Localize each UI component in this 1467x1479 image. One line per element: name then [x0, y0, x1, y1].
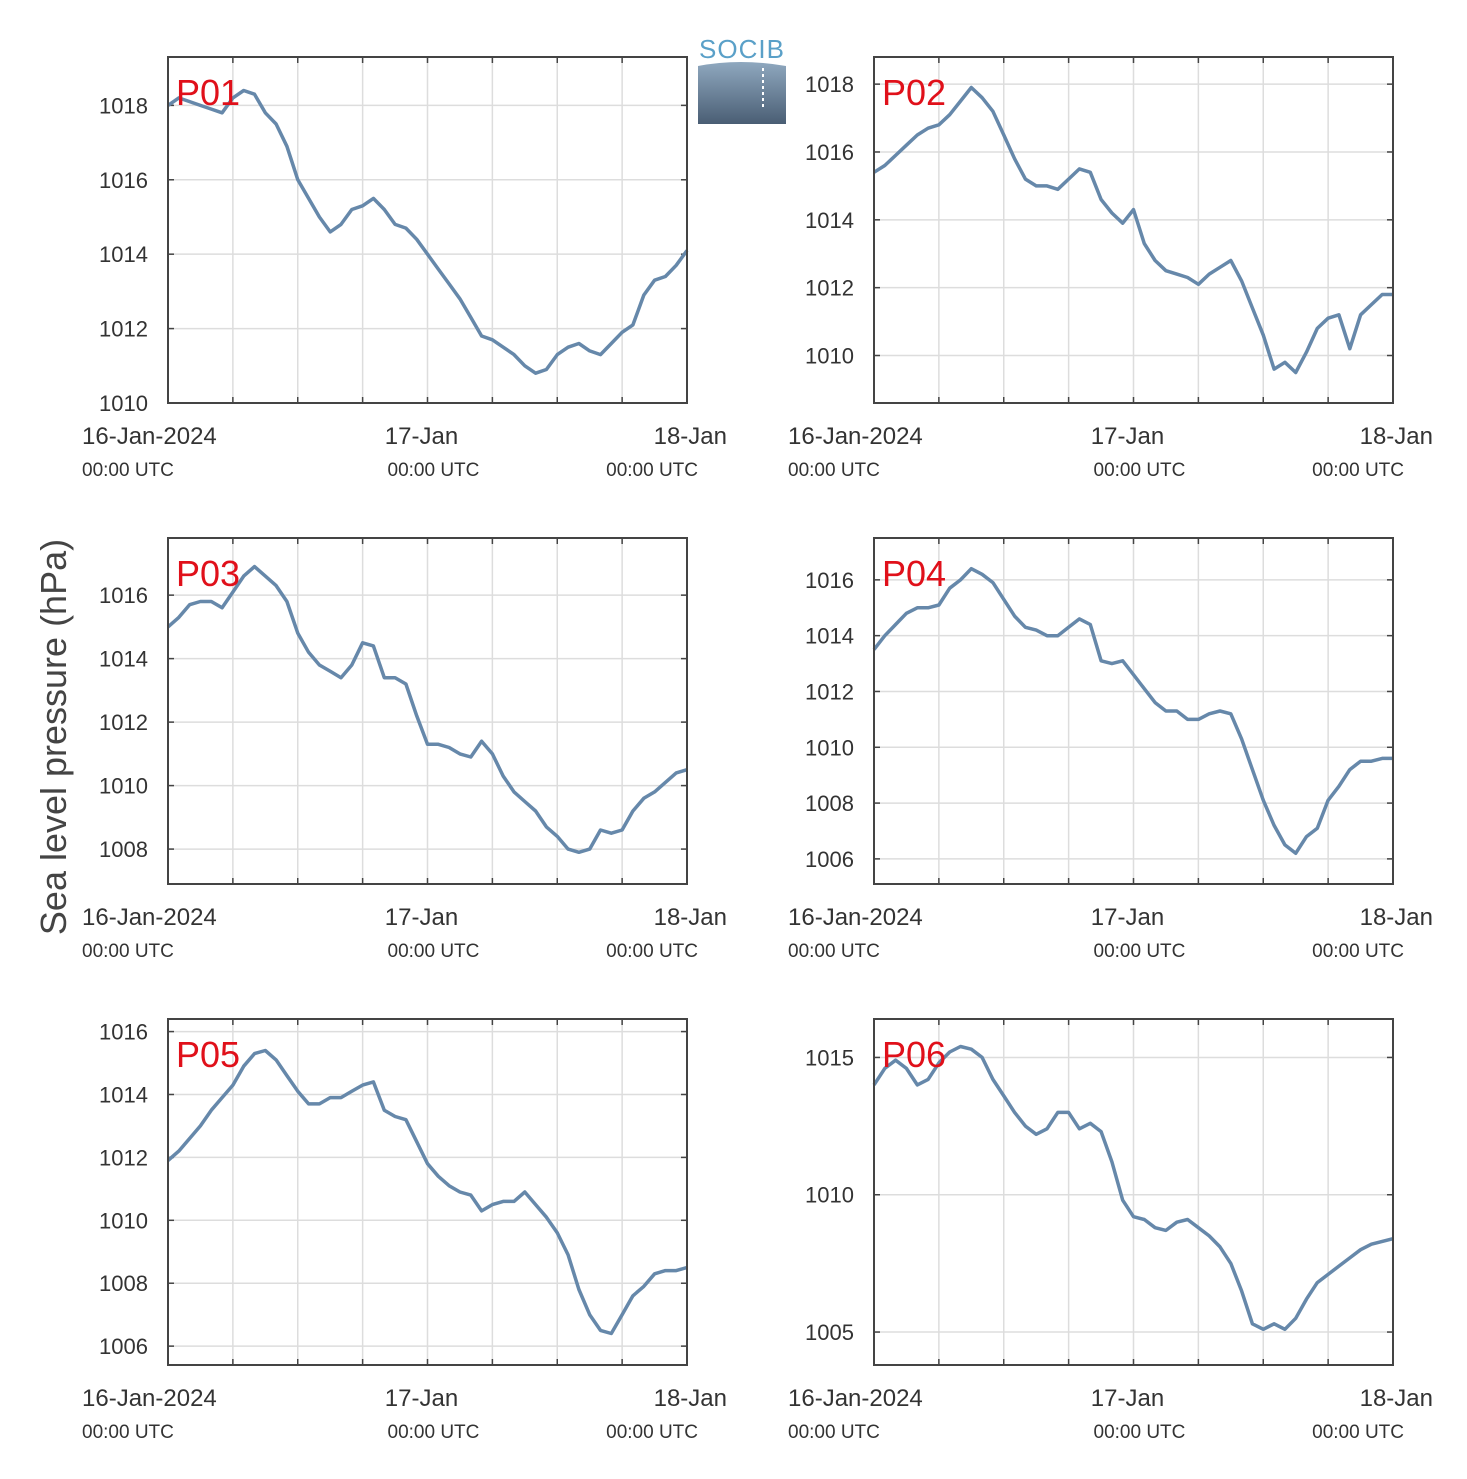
x-tick-date-label: 17-Jan	[1091, 423, 1164, 450]
x-tick-time-label: 00:00 UTC	[82, 1422, 174, 1443]
y-tick-label: 1015	[805, 1045, 854, 1070]
y-tick-label: 1005	[805, 1320, 854, 1345]
x-tick-date-label: 17-Jan	[385, 904, 458, 931]
socib-logo: SOCIB	[698, 34, 786, 124]
panel-p01: 1010 1012 1014 1016 1018 P01 16-Jan-2024 00:00 …	[82, 56, 727, 481]
x-tick-time-label: 00:00 UTC	[1312, 460, 1404, 481]
panel-p06: 1005 1010 1015 P06 16-Jan-2024 00:00 UTC 17-Ja…	[788, 1018, 1433, 1443]
x-tick-date-label: 18-Jan	[1360, 423, 1433, 450]
series-line-p03	[166, 564, 688, 855]
x-tick-time-label: 00:00 UTC	[788, 460, 880, 481]
y-tick-label: 1018	[805, 72, 854, 97]
y-tick-label: 1016	[99, 583, 148, 608]
y-tick-label: 1010	[805, 735, 854, 760]
x-tick-date-label: 17-Jan	[385, 1385, 458, 1412]
x-tick-date-label: 16-Jan-2024	[788, 423, 923, 450]
axes-frame	[873, 56, 1394, 404]
axes-frame	[167, 537, 688, 885]
y-tick-label: 1012	[805, 276, 854, 301]
x-tick-date-label: 16-Jan-2024	[82, 1385, 217, 1412]
y-tick-label: 1010	[99, 774, 148, 799]
series-line-p04	[872, 566, 1393, 856]
y-tick-label: 1014	[99, 1082, 148, 1107]
panel-label: P03	[176, 553, 240, 594]
x-tick-time-label: 00:00 UTC	[1094, 460, 1186, 481]
x-tick-date-label: 17-Jan	[1091, 1385, 1164, 1412]
y-tick-label: 1016	[99, 168, 148, 193]
panel-p02: 1010 1012 1014 1016 1018 P02 16-Jan-2024 00:00 …	[788, 56, 1433, 481]
x-tick-time-label: 00:00 UTC	[606, 941, 698, 962]
logo-wave-icon	[698, 62, 786, 124]
x-tick-date-label: 16-Jan-2024	[82, 423, 217, 450]
x-tick-date-label: 18-Jan	[1360, 1385, 1433, 1412]
y-axis-label: Sea level pressure (hPa)	[33, 539, 74, 935]
y-tick-label: 1010	[805, 344, 854, 369]
y-tick-label: 1018	[99, 93, 148, 118]
y-tick-label: 1008	[805, 791, 854, 816]
x-tick-time-label: 00:00 UTC	[82, 460, 174, 481]
axes-frame	[167, 56, 688, 404]
y-tick-label: 1010	[805, 1183, 854, 1208]
panel-label: P05	[176, 1034, 240, 1075]
series-line-p06	[872, 1044, 1394, 1332]
x-tick-time-label: 00:00 UTC	[1094, 1422, 1186, 1443]
x-tick-time-label: 00:00 UTC	[1312, 1422, 1404, 1443]
panel-label: P06	[882, 1034, 946, 1075]
x-tick-time-label: 00:00 UTC	[82, 941, 174, 962]
x-tick-time-label: 00:00 UTC	[388, 1422, 480, 1443]
panel-p03: 1008 1010 1012 1014 1016 P03 16-Jan-2024 00:00 …	[82, 537, 727, 962]
panel-p05: 1006 1008 1010 1012 1014 1016 P05 16-Jan-2024 00…	[82, 1018, 727, 1443]
y-tick-label: 1006	[805, 847, 854, 872]
x-tick-date-label: 18-Jan	[1360, 904, 1433, 931]
y-tick-label: 1016	[99, 1020, 148, 1045]
x-tick-time-label: 00:00 UTC	[1094, 941, 1186, 962]
x-tick-time-label: 00:00 UTC	[788, 1422, 880, 1443]
y-tick-label: 1012	[99, 710, 148, 735]
series-line-p01	[167, 88, 689, 375]
y-tick-label: 1012	[805, 679, 854, 704]
y-tick-label: 1008	[99, 1271, 148, 1296]
x-tick-date-label: 16-Jan-2024	[788, 904, 923, 931]
y-tick-label: 1012	[99, 317, 148, 342]
x-tick-time-label: 00:00 UTC	[606, 460, 698, 481]
axes-frame	[167, 1018, 688, 1366]
panel-p04: 1006 1008 1010 1012 1014 1016 P04 16-Jan-2024 00…	[788, 537, 1433, 962]
series-line-p02	[873, 85, 1393, 375]
y-tick-label: 1010	[99, 391, 148, 416]
panel-label: P02	[882, 72, 946, 113]
x-tick-time-label: 00:00 UTC	[388, 941, 480, 962]
axes-frame	[873, 537, 1394, 885]
y-tick-label: 1012	[99, 1145, 148, 1170]
y-tick-label: 1014	[99, 647, 148, 672]
y-tick-label: 1016	[805, 140, 854, 165]
x-tick-time-label: 00:00 UTC	[606, 1422, 698, 1443]
x-tick-date-label: 16-Jan-2024	[82, 904, 217, 931]
axes-frame	[873, 1018, 1394, 1366]
panel-label: P01	[176, 72, 240, 113]
y-tick-label: 1006	[99, 1334, 148, 1359]
x-tick-date-label: 18-Jan	[654, 1385, 727, 1412]
x-tick-time-label: 00:00 UTC	[1312, 941, 1404, 962]
y-tick-label: 1008	[99, 837, 148, 862]
y-tick-label: 1014	[99, 242, 148, 267]
series-line-p05	[166, 1048, 688, 1336]
y-tick-label: 1016	[805, 568, 854, 593]
x-tick-date-label: 18-Jan	[654, 904, 727, 931]
y-tick-label: 1014	[805, 208, 854, 233]
x-tick-time-label: 00:00 UTC	[788, 941, 880, 962]
x-tick-date-label: 17-Jan	[385, 423, 458, 450]
x-tick-date-label: 18-Jan	[654, 423, 727, 450]
x-tick-time-label: 00:00 UTC	[388, 460, 480, 481]
y-tick-label: 1010	[99, 1208, 148, 1233]
x-tick-date-label: 16-Jan-2024	[788, 1385, 923, 1412]
logo-text: SOCIB	[699, 34, 785, 64]
panel-label: P04	[882, 553, 946, 594]
y-tick-label: 1014	[805, 624, 854, 649]
x-tick-date-label: 17-Jan	[1091, 904, 1164, 931]
